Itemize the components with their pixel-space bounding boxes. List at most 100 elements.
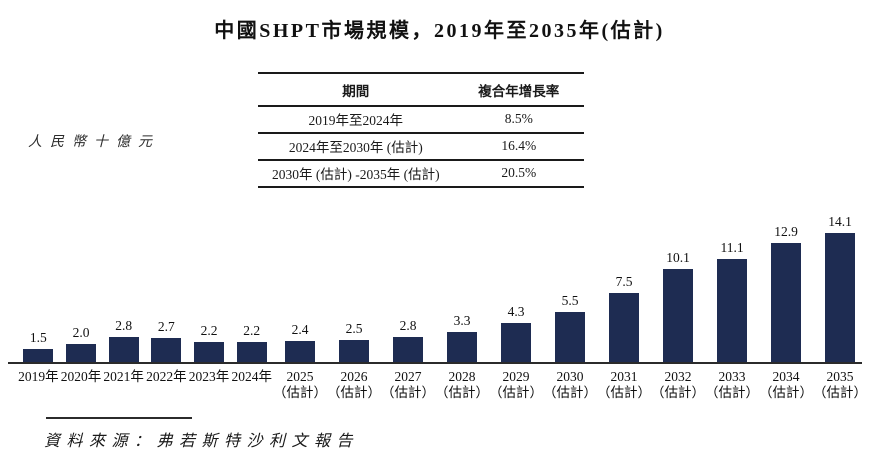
- bar-area: 10.1: [663, 214, 694, 363]
- table-row: 2030年 (估計) -2035年 (估計) 20.5%: [258, 160, 584, 188]
- x-axis-label: 2024年: [231, 369, 272, 384]
- x-axis-label: 2021年: [103, 369, 144, 384]
- x-axis-label: 2028 （估計）: [435, 369, 490, 400]
- bar-area: 2.8: [108, 214, 139, 363]
- cagr-cell: 8.5%: [453, 106, 584, 134]
- cagr-cell: 20.5%: [453, 160, 584, 188]
- bar-chart: 1.5 2019年 2.0 2020年 2.8 2021年 2.7 2022年 2.2 2023年…: [17, 214, 867, 401]
- period-cell: 2019年至2024年: [258, 106, 454, 134]
- bar-area: 4.3: [501, 214, 532, 363]
- bar-group: 14.1 2035 （估計）: [813, 214, 867, 401]
- bar: [825, 233, 856, 363]
- bar-value-label: 2.0: [72, 325, 90, 340]
- bar-value-label: 7.5: [615, 274, 633, 289]
- bar-group: 11.1 2033 （估計）: [705, 214, 759, 401]
- bar-group: 2.2 2023年: [188, 214, 231, 401]
- bar-group: 2.4 2025 （估計）: [273, 214, 327, 401]
- bar-area: 2.2: [194, 214, 225, 363]
- bar-value-label: 2.7: [157, 319, 175, 334]
- x-axis-label: 2031 （估計）: [597, 369, 652, 400]
- bar-value-label: 2.2: [243, 323, 261, 338]
- bar-value-label: 12.9: [774, 224, 798, 239]
- bar-value-label: 2.4: [291, 322, 309, 337]
- source-note: 資料來源：弗若斯特沙利文報告: [44, 433, 360, 450]
- bar-area: 2.5: [339, 214, 370, 363]
- page-title: 中國SHPT市場規模，2019年至2035年(估計): [214, 20, 665, 42]
- cagr-table: 期間 複合年增長率 2019年至2024年 8.5% 2024年至2030年 (…: [258, 72, 584, 188]
- bar-group: 2.5 2026 （估計）: [327, 214, 381, 401]
- x-axis-label: 2034 （估計）: [759, 369, 814, 400]
- bar: [717, 259, 748, 363]
- bar: [151, 338, 182, 363]
- bar: [663, 269, 694, 363]
- bar-value-label: 10.1: [666, 250, 690, 265]
- bar-value-label: 2.8: [115, 318, 133, 333]
- bar-area: 2.8: [393, 214, 424, 363]
- bar-area: 2.2: [236, 214, 267, 363]
- bar-area: 14.1: [825, 214, 856, 363]
- period-cell: 2024年至2030年 (估計): [258, 133, 454, 161]
- bar: [23, 349, 54, 363]
- bar-value-label: 11.1: [720, 240, 744, 255]
- table-row: 2019年至2024年 8.5%: [258, 106, 584, 134]
- bar-area: 2.7: [151, 214, 182, 363]
- bar-area: 11.1: [717, 214, 748, 363]
- bar-value-label: 14.1: [828, 214, 852, 229]
- x-axis-label: 2032 （估計）: [651, 369, 706, 400]
- bar-area: 2.0: [66, 214, 96, 363]
- bar-area: 5.5: [555, 214, 586, 363]
- bar: [285, 341, 316, 363]
- bar-value-label: 2.2: [200, 323, 218, 338]
- bar: [236, 342, 267, 363]
- cagr-table-header-period: 期間: [258, 73, 454, 107]
- bar-group: 2.8 2027 （估計）: [381, 214, 435, 401]
- bar: [66, 344, 96, 363]
- bar-area: 1.5: [23, 214, 54, 363]
- x-axis-label: 2027 （估計）: [381, 369, 436, 400]
- bar-area: 7.5: [609, 214, 640, 363]
- bar: [501, 323, 532, 363]
- x-axis-label: 2019年: [18, 369, 59, 384]
- x-axis-label: 2023年: [188, 369, 230, 384]
- bar-group: 7.5 2031 （估計）: [597, 214, 651, 401]
- bar-value-label: 1.5: [29, 330, 47, 345]
- bar-value-label: 3.3: [453, 313, 471, 328]
- bar-group: 4.3 2029 （估計）: [489, 214, 543, 401]
- period-cell: 2030年 (估計) -2035年 (估計): [258, 160, 454, 188]
- cagr-table-header-row: 期間 複合年增長率: [258, 73, 584, 107]
- bar-group: 1.5 2019年: [17, 214, 60, 401]
- bar: [771, 243, 802, 363]
- bar-area: 3.3: [447, 214, 478, 363]
- x-axis-label: 2030 （估計）: [543, 369, 598, 400]
- bar: [108, 337, 139, 363]
- bar-group: 2.0 2020年: [60, 214, 103, 401]
- bar-group: 2.2 2024年: [230, 214, 273, 401]
- bar: [393, 337, 424, 363]
- bar: [339, 340, 370, 363]
- bar-value-label: 2.8: [399, 318, 417, 333]
- bar-group: 12.9 2034 （估計）: [759, 214, 813, 401]
- bar-value-label: 5.5: [561, 293, 579, 308]
- bar-group: 2.7 2022年: [145, 214, 188, 401]
- bar-area: 2.4: [285, 214, 316, 363]
- x-axis-label: 2026 （估計）: [327, 369, 382, 400]
- y-axis-unit-label: 人民幣十億元: [28, 135, 160, 150]
- cagr-cell: 16.4%: [453, 133, 584, 161]
- bar-group: 10.1 2032 （估計）: [651, 214, 705, 401]
- x-axis-label: 2025 （估計）: [273, 369, 328, 400]
- x-axis-label: 2022年: [146, 369, 187, 384]
- cagr-table-header-cagr: 複合年增長率: [453, 73, 584, 107]
- bar: [609, 293, 640, 363]
- bar-group: 2.8 2021年: [102, 214, 145, 401]
- bar-area: 12.9: [771, 214, 802, 363]
- bar-value-label: 2.5: [345, 321, 363, 336]
- bar: [447, 332, 478, 363]
- bar-group: 3.3 2028 （估計）: [435, 214, 489, 401]
- bar: [194, 342, 225, 363]
- bar-value-label: 4.3: [507, 304, 525, 319]
- bar: [555, 312, 586, 363]
- bar-group: 5.5 2030 （估計）: [543, 214, 597, 401]
- x-axis-label: 2033 （估計）: [705, 369, 760, 400]
- x-axis-label: 2035 （估計）: [813, 369, 868, 400]
